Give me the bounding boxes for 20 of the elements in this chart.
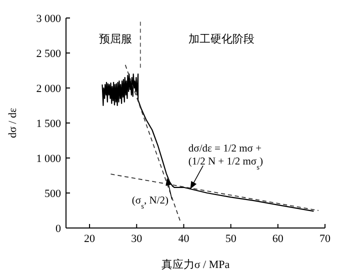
annotation: 加工硬化阶段: [188, 32, 254, 46]
annotation: dσ/dε = 1/2 mσ + (1/2 N + 1/2 mσ$_{s}$): [188, 144, 264, 172]
annotation: 预屈服: [98, 34, 132, 46]
annotation: (σ$_{s}$, N/2): [132, 196, 169, 210]
x-tick-label: 60: [272, 233, 284, 245]
y-tick-label: 1 500: [36, 118, 62, 130]
x-tick-label: 30: [131, 233, 143, 245]
x-tick-label: 20: [84, 233, 96, 245]
x-tick-label: 50: [225, 233, 237, 245]
x-tick-label: 70: [320, 233, 331, 245]
y-tick-label: 500: [44, 188, 62, 200]
line-series: [102, 73, 314, 212]
y-tick-label: 1 000: [36, 153, 62, 165]
x-tick-label: 40: [178, 233, 190, 245]
y-axis-title: dσ / dε: [7, 108, 19, 138]
x-axis-title: 真应力σ / MPa: [161, 258, 230, 271]
y-tick-label: 2 000: [36, 83, 62, 95]
y-tick-label: 2 500: [36, 48, 62, 60]
y-tick-label: 0: [56, 223, 62, 235]
y-tick-label: 3 000: [36, 13, 62, 25]
